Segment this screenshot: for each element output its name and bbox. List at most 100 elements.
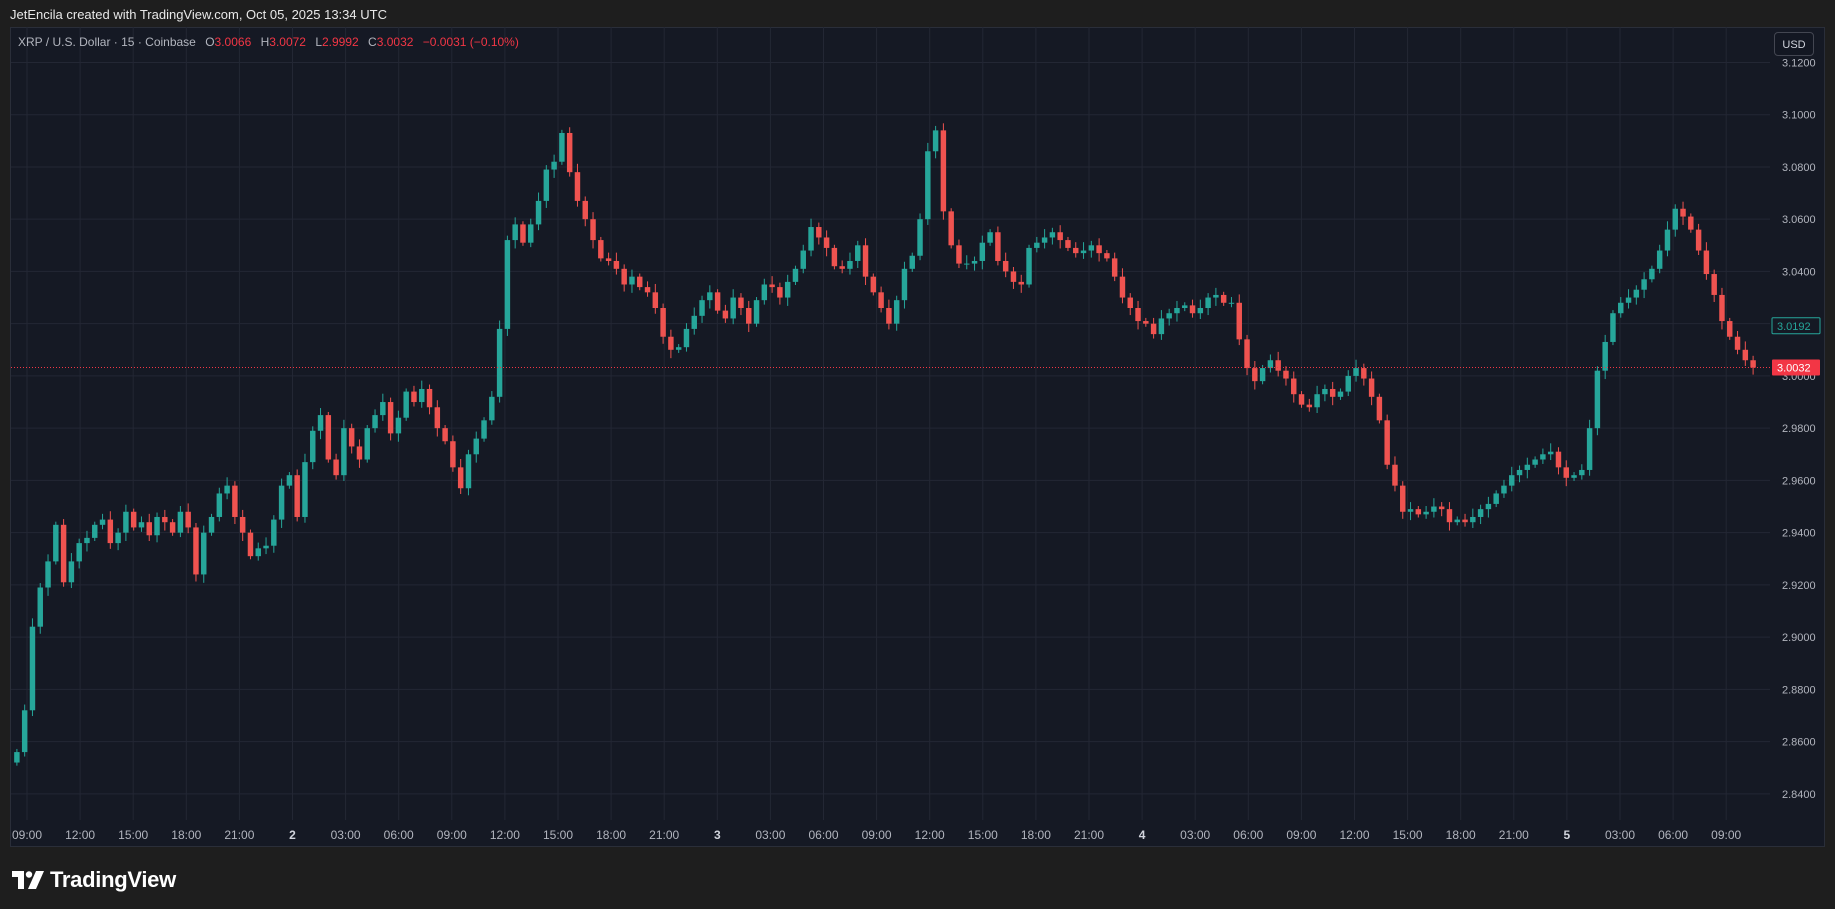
candle-body <box>1143 321 1149 324</box>
candle <box>426 384 433 415</box>
candle-body <box>1150 323 1157 335</box>
time-tick-label: 21:00 <box>224 828 254 842</box>
time-tick-label: 09:00 <box>437 828 467 842</box>
candle <box>917 213 923 261</box>
candle-body <box>333 459 339 476</box>
candle <box>1002 252 1009 278</box>
candle-body <box>1579 469 1585 476</box>
candle-body <box>1641 279 1647 290</box>
candle-body <box>637 276 643 288</box>
candle <box>1111 252 1118 282</box>
legend-low-label: L <box>315 35 322 49</box>
candle <box>520 221 526 246</box>
candle-body <box>37 587 43 627</box>
candle <box>987 229 993 246</box>
candle <box>1345 370 1351 397</box>
candle-body <box>1431 506 1437 512</box>
candle <box>224 477 230 500</box>
candle-body <box>84 537 90 544</box>
candle-body <box>714 292 721 311</box>
candle <box>808 218 814 257</box>
time-tick-label: 06:00 <box>1658 828 1688 842</box>
candle-body <box>1400 485 1406 512</box>
candle <box>1438 502 1445 517</box>
attribution-bar: JetEncila created with TradingView.com, … <box>0 0 1835 27</box>
candle <box>419 380 425 408</box>
candle-body <box>652 292 659 308</box>
candle-body <box>1563 467 1569 478</box>
candle <box>964 255 970 270</box>
candle-body <box>1158 318 1165 335</box>
candle <box>1509 466 1515 492</box>
candle-body <box>130 511 137 528</box>
candle <box>1454 516 1460 526</box>
candle-body <box>1594 370 1601 429</box>
candle-body <box>784 281 791 298</box>
candle-body <box>208 516 215 533</box>
candle-body <box>621 268 627 285</box>
candle-body <box>224 485 230 494</box>
candle <box>1392 456 1398 492</box>
candle-body <box>1625 297 1632 303</box>
candle-body <box>964 263 970 265</box>
candle <box>1485 496 1492 518</box>
candle <box>1750 355 1756 375</box>
candle-body <box>1727 321 1733 337</box>
candle-body <box>1454 519 1460 523</box>
candle-body <box>971 260 978 264</box>
candle-body <box>691 315 697 329</box>
candle <box>512 217 518 249</box>
candle <box>84 530 90 552</box>
candle-body <box>1742 349 1749 361</box>
legend-low-value: 2.9992 <box>322 35 359 49</box>
candle-body <box>847 260 853 269</box>
time-tick-label: 2 <box>289 828 296 842</box>
candle-body <box>1189 305 1196 314</box>
candle-body <box>481 420 487 439</box>
candle-body <box>348 428 355 447</box>
candle-body <box>1540 454 1546 460</box>
candle <box>1337 388 1344 400</box>
candle <box>1353 359 1359 382</box>
legend-open-label: O <box>205 35 215 49</box>
candle-body <box>310 430 316 463</box>
candle-body <box>559 132 565 162</box>
candle-body <box>1384 420 1390 465</box>
candle-body <box>909 255 915 269</box>
candle <box>154 512 160 543</box>
candle-body <box>769 284 775 288</box>
candle <box>239 509 246 542</box>
time-tick-label: 03:00 <box>755 828 785 842</box>
candle-body <box>1361 368 1367 379</box>
candle <box>1057 225 1063 249</box>
candle-body <box>528 224 534 243</box>
candle-body <box>442 428 448 442</box>
candle-body <box>1680 208 1686 217</box>
candle <box>1664 221 1671 257</box>
candle <box>660 303 666 344</box>
candle-body <box>185 511 191 528</box>
candle <box>1228 297 1235 308</box>
candle-body <box>457 467 464 489</box>
time-tick-label: 09:00 <box>862 828 892 842</box>
candle <box>115 528 121 551</box>
candle-body <box>886 308 892 324</box>
candle <box>1049 227 1056 245</box>
candle-body <box>855 245 861 261</box>
candle <box>1143 317 1149 327</box>
currency-button[interactable]: USD <box>1774 32 1814 56</box>
candle <box>1547 443 1554 461</box>
candle-body <box>14 752 20 763</box>
candle <box>1252 361 1258 390</box>
candle-body <box>823 237 830 248</box>
candle <box>598 236 604 262</box>
candle <box>1244 334 1250 376</box>
candle-body <box>193 527 199 575</box>
candle <box>1711 269 1717 302</box>
candle-body <box>1501 485 1507 494</box>
candle-body <box>465 454 472 489</box>
price-tick-label: 2.9600 <box>1782 475 1816 487</box>
price-tick-label: 3.0400 <box>1782 266 1816 278</box>
candle <box>683 323 690 352</box>
